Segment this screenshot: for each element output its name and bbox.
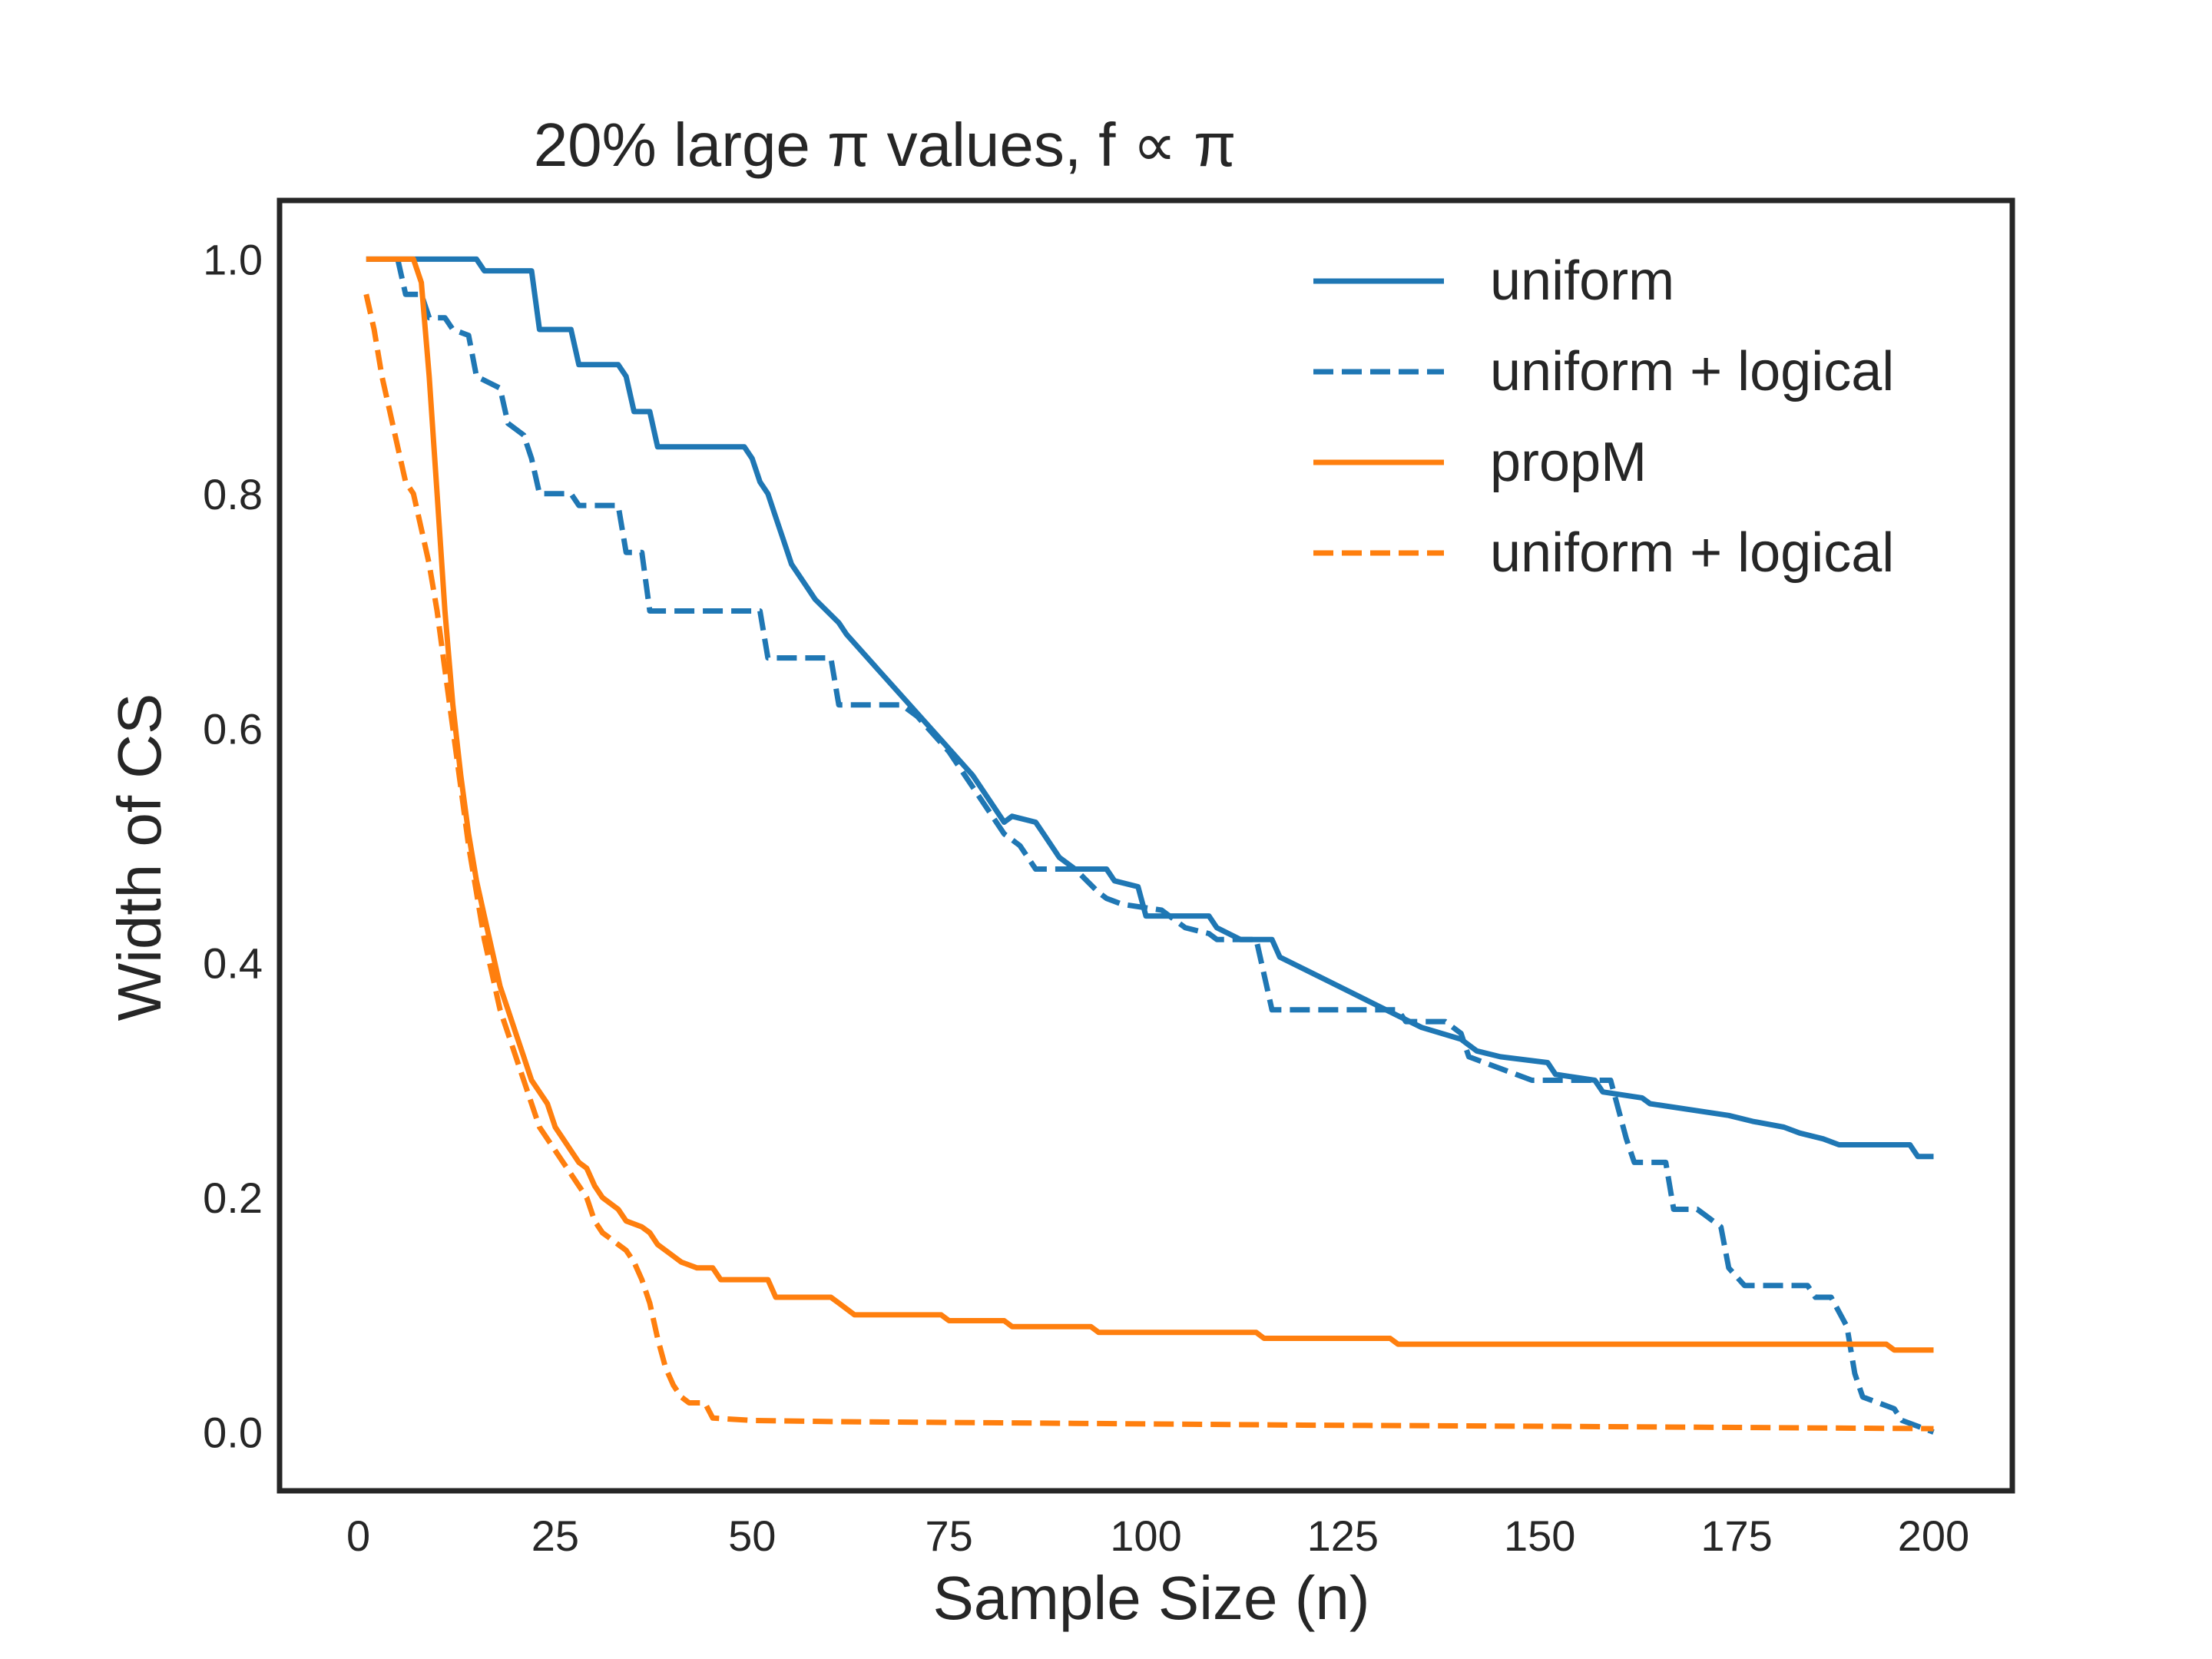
x-tick-label: 25	[531, 1512, 579, 1560]
x-tick-label: 50	[728, 1512, 776, 1560]
x-tick-label: 200	[1898, 1512, 1969, 1560]
legend-label: uniform + logical	[1490, 522, 1894, 584]
y-tick-label: 0.4	[203, 939, 263, 988]
chart-title: 20% large π values, f ∝ π	[534, 111, 1237, 179]
x-tick-label: 150	[1504, 1512, 1575, 1560]
legend-label: propM	[1490, 432, 1647, 493]
y-ticks: 0.0 0.2 0.4 0.6 0.8 1.0	[203, 235, 263, 1456]
y-tick-label: 1.0	[203, 235, 263, 283]
y-tick-label: 0.6	[203, 704, 263, 753]
x-tick-label: 0	[346, 1512, 370, 1560]
plot-frame	[276, 197, 2015, 1494]
y-axis-label: Width of CS	[105, 694, 174, 1022]
series-line-1	[366, 256, 1934, 1160]
legend: uniform uniform + logical propM uniform + l…	[1313, 250, 1894, 584]
x-tick-label: 75	[925, 1512, 972, 1560]
series-line-3	[366, 256, 1934, 1353]
x-tick-label: 175	[1700, 1512, 1772, 1560]
x-axis-label: Sample Size (n)	[932, 1564, 1369, 1632]
x-ticks: 0 25 50 75 100 125 150 175 200	[346, 1512, 1969, 1560]
x-tick-label: 125	[1307, 1512, 1379, 1560]
x-tick-label: 100	[1110, 1512, 1181, 1560]
y-tick-label: 0.0	[203, 1409, 263, 1457]
y-tick-label: 0.8	[203, 470, 263, 518]
plot-series	[363, 256, 1935, 1435]
legend-label: uniform	[1490, 250, 1674, 312]
y-tick-label: 0.2	[203, 1174, 263, 1222]
series-line-4	[363, 293, 1934, 1432]
series-line-2	[395, 258, 1935, 1435]
legend-label: uniform + logical	[1490, 341, 1894, 402]
